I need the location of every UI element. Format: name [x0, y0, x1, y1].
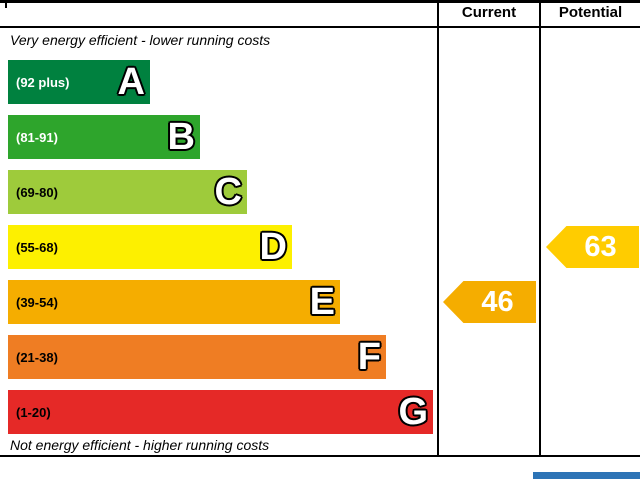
band-a-range-label: (92 plus)	[16, 74, 70, 90]
band-d: (55-68) D	[8, 225, 292, 269]
band-b-range-label: (81-91)	[16, 129, 58, 145]
border-tick	[5, 0, 7, 8]
band-c: (69-80) C	[8, 170, 247, 214]
potential-column-header: Potential	[558, 4, 623, 21]
bottom-caption: Not energy efficient - higher running co…	[10, 437, 270, 453]
current-rating-arrow: 46	[443, 281, 536, 323]
band-f-letter: F	[357, 336, 381, 378]
band-f-range-label: (21-38)	[16, 349, 58, 365]
partial-next-section-edge	[533, 472, 640, 479]
band-b: (81-91) B	[8, 115, 200, 159]
top-border	[0, 0, 640, 3]
band-e-letter: E	[309, 281, 335, 323]
current-rating-value: 46	[481, 285, 514, 318]
header-divider	[0, 26, 640, 28]
rating-bands: (92 plus) A (81-91) B (69-80) C (55-68) …	[8, 60, 437, 434]
band-f: (21-38) F	[8, 335, 386, 379]
potential-column-divider	[539, 0, 541, 457]
band-a: (92 plus) A	[8, 60, 150, 104]
band-g-letter: G	[398, 391, 428, 433]
current-column-divider	[437, 0, 439, 457]
band-a-letter: A	[117, 61, 145, 103]
band-d-letter: D	[259, 226, 287, 268]
band-c-range-label: (69-80)	[16, 184, 58, 200]
potential-rating-value: 63	[584, 230, 617, 263]
band-e-range-label: (39-54)	[16, 294, 58, 310]
band-g-range-label: (1-20)	[16, 404, 51, 420]
current-column-header: Current	[461, 4, 517, 21]
bottom-divider	[0, 455, 640, 457]
band-b-letter: B	[167, 116, 195, 158]
band-g: (1-20) G	[8, 390, 433, 434]
top-caption: Very energy efficient - lower running co…	[10, 32, 271, 48]
band-e: (39-54) E	[8, 280, 340, 324]
band-d-range-label: (55-68)	[16, 239, 58, 255]
band-c-letter: C	[214, 171, 242, 213]
potential-rating-arrow: 63	[546, 226, 639, 268]
